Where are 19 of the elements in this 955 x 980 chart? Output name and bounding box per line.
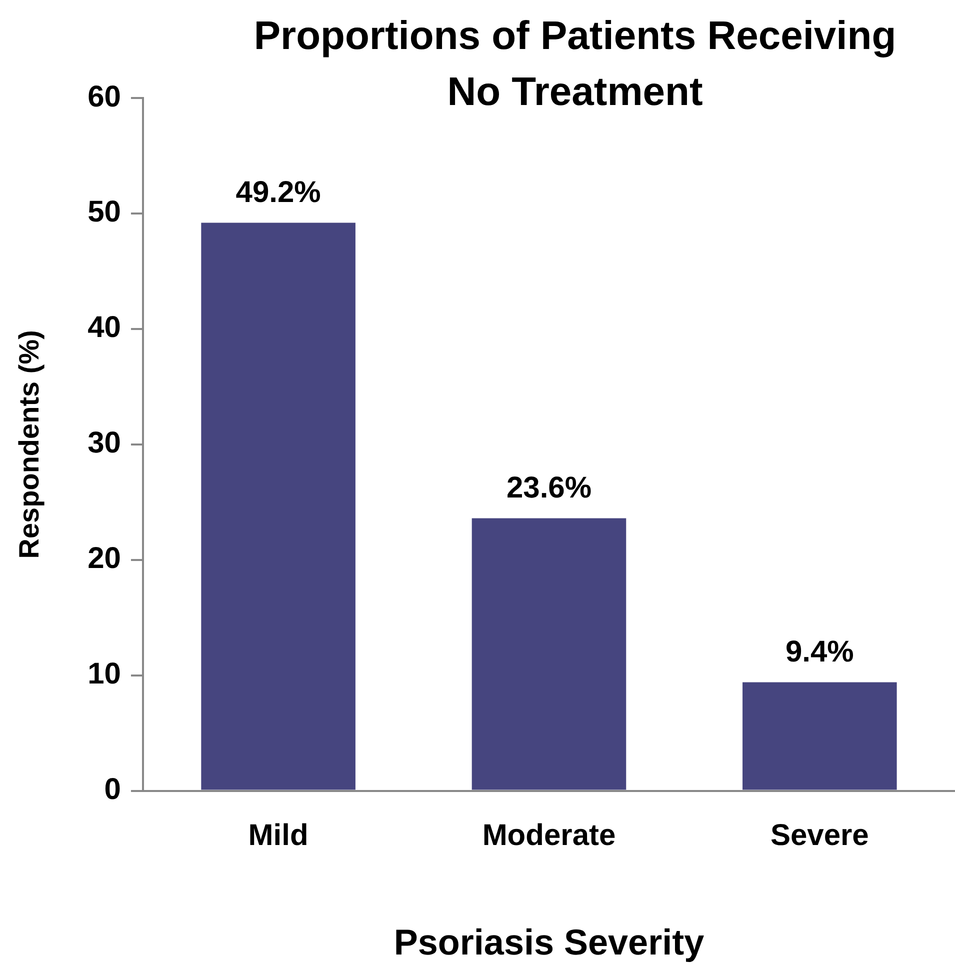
y-tick-label: 30 — [88, 426, 121, 460]
y-tick-label: 10 — [88, 658, 121, 691]
chart-title: Proportions of Patients Receiving No Treatment — [252, 13, 898, 116]
data-label: 9.4% — [785, 636, 854, 669]
y-tick-label: 0 — [104, 773, 121, 806]
bar — [201, 222, 356, 790]
y-tick-label: 60 — [88, 80, 121, 114]
data-label: 23.6% — [506, 472, 592, 505]
x-tick-label: Mild — [248, 819, 308, 852]
x-tick-label: Moderate — [482, 819, 616, 852]
data-label: 49.2% — [236, 176, 321, 209]
bar — [472, 518, 626, 790]
y-tick-label: 40 — [88, 311, 121, 344]
y-axis-title: Respondents (%) — [14, 330, 45, 559]
x-tick-label: Severe — [770, 819, 869, 852]
y-tick-label: 20 — [88, 542, 121, 576]
y-tick-label: 50 — [88, 196, 121, 229]
x-axis-title: Psoriasis Severity — [394, 921, 704, 962]
bar — [742, 682, 897, 790]
